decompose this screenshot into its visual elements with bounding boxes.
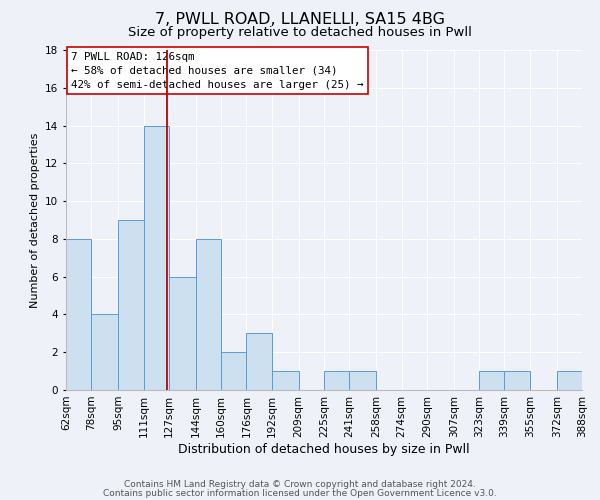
Text: Contains public sector information licensed under the Open Government Licence v3: Contains public sector information licen…: [103, 488, 497, 498]
Bar: [143, 126, 169, 390]
Bar: [169, 276, 196, 390]
Bar: [479, 371, 505, 390]
Bar: [272, 371, 299, 390]
Bar: [505, 371, 530, 390]
Text: 7 PWLL ROAD: 126sqm
← 58% of detached houses are smaller (34)
42% of semi-detach: 7 PWLL ROAD: 126sqm ← 58% of detached ho…: [71, 52, 364, 90]
Bar: [324, 371, 349, 390]
Bar: [91, 314, 118, 390]
Bar: [118, 220, 143, 390]
Bar: [66, 239, 91, 390]
Bar: [247, 334, 272, 390]
Text: Size of property relative to detached houses in Pwll: Size of property relative to detached ho…: [128, 26, 472, 39]
Text: Contains HM Land Registry data © Crown copyright and database right 2024.: Contains HM Land Registry data © Crown c…: [124, 480, 476, 489]
Bar: [196, 239, 221, 390]
Bar: [349, 371, 376, 390]
Bar: [557, 371, 582, 390]
X-axis label: Distribution of detached houses by size in Pwll: Distribution of detached houses by size …: [178, 442, 470, 456]
Bar: [221, 352, 247, 390]
Text: 7, PWLL ROAD, LLANELLI, SA15 4BG: 7, PWLL ROAD, LLANELLI, SA15 4BG: [155, 12, 445, 28]
Y-axis label: Number of detached properties: Number of detached properties: [29, 132, 40, 308]
